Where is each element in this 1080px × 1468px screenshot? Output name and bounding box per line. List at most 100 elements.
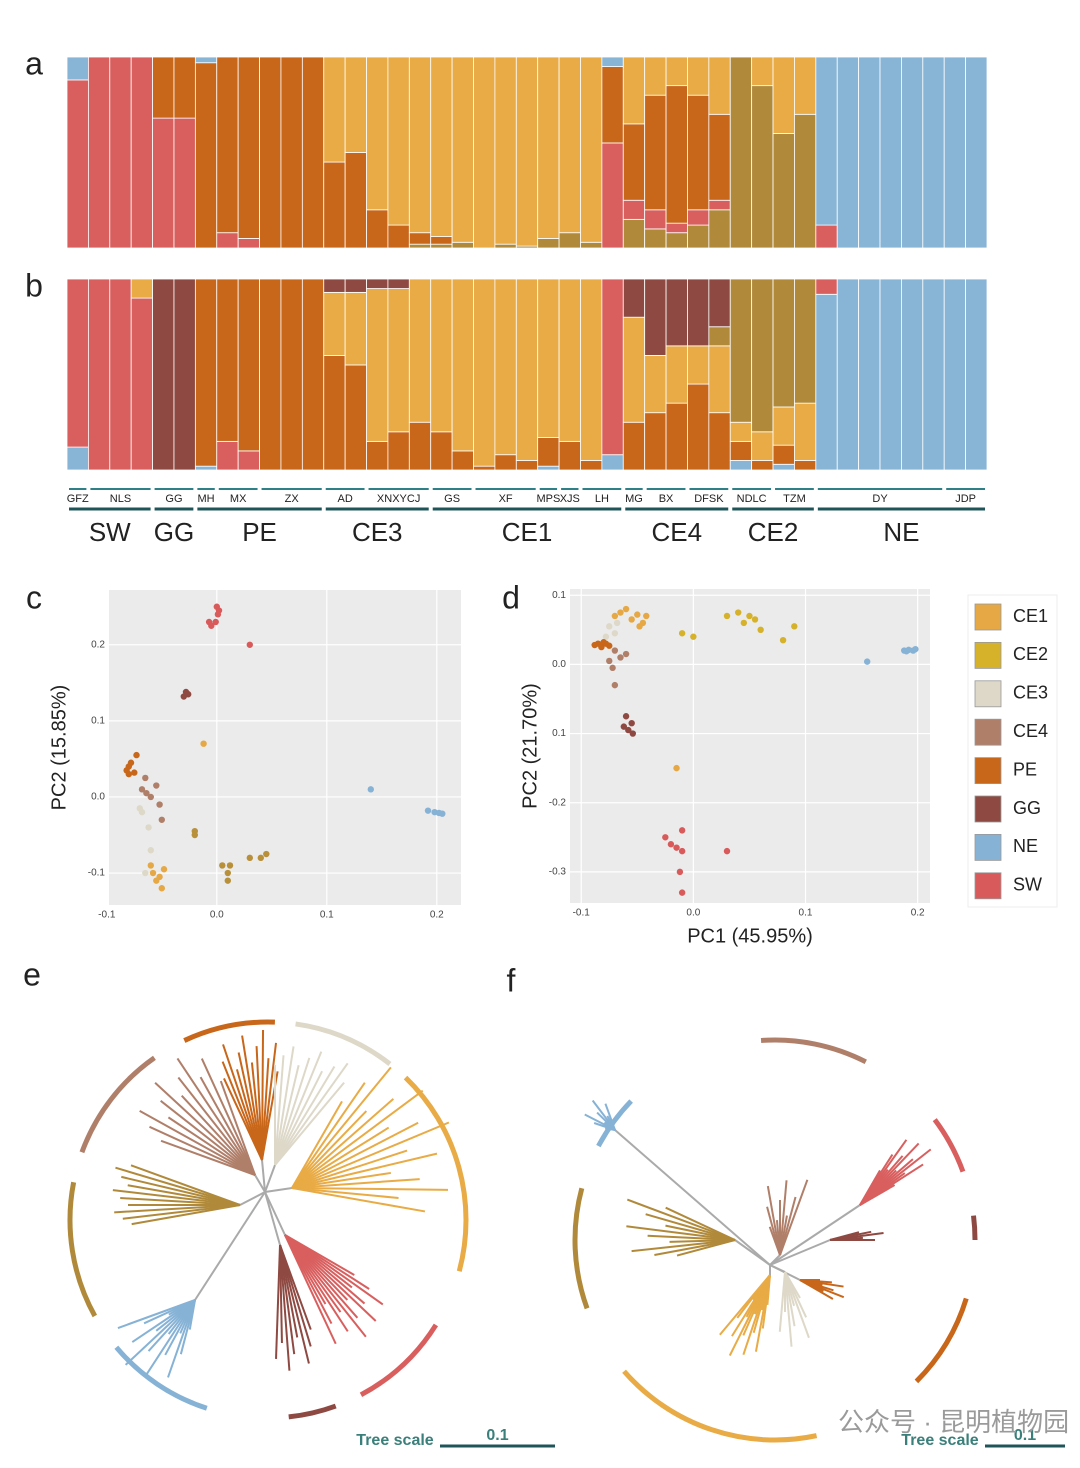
legend-label: GG (1013, 798, 1041, 818)
admixture-segment (687, 345, 710, 385)
tree-branch (199, 1076, 256, 1176)
panel-letter: e (23, 956, 41, 992)
tree-trunk (264, 1187, 293, 1193)
y-tick-label: -0.3 (549, 867, 567, 878)
point (636, 623, 643, 630)
point (147, 862, 154, 869)
admixture-segment (473, 278, 496, 467)
tree-branch (719, 1274, 771, 1336)
admixture-segment (259, 56, 282, 249)
y-axis-label: PC2 (21.70%) (519, 683, 541, 809)
admixture-segment (601, 278, 624, 456)
point (611, 647, 619, 654)
y-tick-label: -0.2 (549, 797, 567, 808)
point (153, 782, 160, 789)
point (863, 658, 871, 665)
tree-trunk (734, 1239, 771, 1266)
tree-branch (291, 1187, 426, 1213)
admixture-segment (601, 454, 624, 471)
population-label: MX (230, 493, 247, 505)
legend-swatch (974, 795, 1002, 823)
tree-branch (131, 1204, 241, 1226)
admixture-segment (194, 56, 218, 64)
point (611, 630, 619, 637)
x-tick-label: 0.0 (210, 910, 224, 921)
admixture-segment (794, 402, 817, 461)
admixture-segment (387, 278, 410, 289)
tree-branch (167, 1116, 256, 1176)
tree-branch (274, 1055, 285, 1166)
tree-trunk (194, 1191, 266, 1301)
tree-branch (291, 1178, 420, 1189)
admixture-segment (858, 278, 881, 471)
admixture-segment (558, 440, 581, 471)
tree-branch (122, 1204, 241, 1220)
tree-branch (291, 1152, 438, 1189)
tree-branch (117, 1299, 196, 1329)
point (591, 641, 598, 649)
admixture-segment (794, 278, 817, 404)
admixture-segment (408, 243, 432, 249)
tree-trunk (769, 1264, 786, 1273)
admixture-segment (665, 278, 688, 347)
point (628, 719, 635, 727)
admixture-segment (323, 56, 346, 163)
tree-branch (130, 1164, 241, 1206)
admixture-segment (751, 431, 774, 461)
legend-swatch (974, 872, 1002, 900)
point (147, 847, 154, 854)
tree-branch (160, 1100, 256, 1176)
x-tick-label: 0.0 (686, 908, 700, 919)
admixture-segment (216, 278, 239, 442)
x-tick-label: -0.1 (98, 910, 116, 921)
point (723, 612, 731, 620)
admixture-segment (622, 316, 646, 423)
admixture-segment (152, 117, 175, 249)
admixture-segment (173, 56, 196, 119)
point (620, 723, 628, 730)
admixture-segment (622, 278, 646, 318)
point (643, 612, 650, 620)
admixture-segment (280, 278, 303, 471)
admixture-segment (644, 354, 667, 414)
admixture-segment (665, 345, 688, 404)
point (617, 609, 624, 616)
point (156, 873, 163, 881)
admixture-segment (366, 288, 389, 442)
admixture-segment (644, 412, 667, 471)
admixture-segment (494, 243, 517, 249)
admixture-segment (366, 209, 389, 249)
point (424, 807, 432, 814)
admixture-segment (815, 56, 838, 226)
point (219, 862, 226, 869)
tree-branch (139, 1109, 256, 1176)
point (149, 869, 157, 877)
point (158, 816, 165, 823)
tree-branch (261, 1029, 265, 1161)
population-label: XF (499, 493, 513, 505)
point (160, 866, 168, 873)
point (678, 847, 686, 855)
admixture-segment (537, 465, 560, 471)
tree-branch (274, 1082, 345, 1166)
admixture-segment (772, 444, 795, 465)
admixture-segment (772, 56, 795, 134)
tree-branch (291, 1110, 368, 1189)
point (662, 834, 669, 841)
tree-trunk (264, 1191, 286, 1236)
admixture-segment (87, 56, 111, 249)
group-label: NE (883, 517, 919, 547)
x-tick-label: 0.2 (911, 908, 925, 919)
y-tick-label: 0.2 (91, 639, 105, 650)
admixture-segment (729, 440, 753, 461)
group-label: CE4 (651, 517, 702, 547)
admixture-segment (708, 56, 731, 115)
population-label: MPS (536, 493, 560, 505)
admixture-segment (344, 56, 367, 153)
tree-branch (291, 1089, 424, 1189)
admixture-segment (473, 56, 496, 249)
population-label: GFZ (67, 493, 89, 505)
point (622, 650, 630, 658)
population-label: DY (872, 493, 888, 505)
clade-arc (572, 1187, 590, 1310)
